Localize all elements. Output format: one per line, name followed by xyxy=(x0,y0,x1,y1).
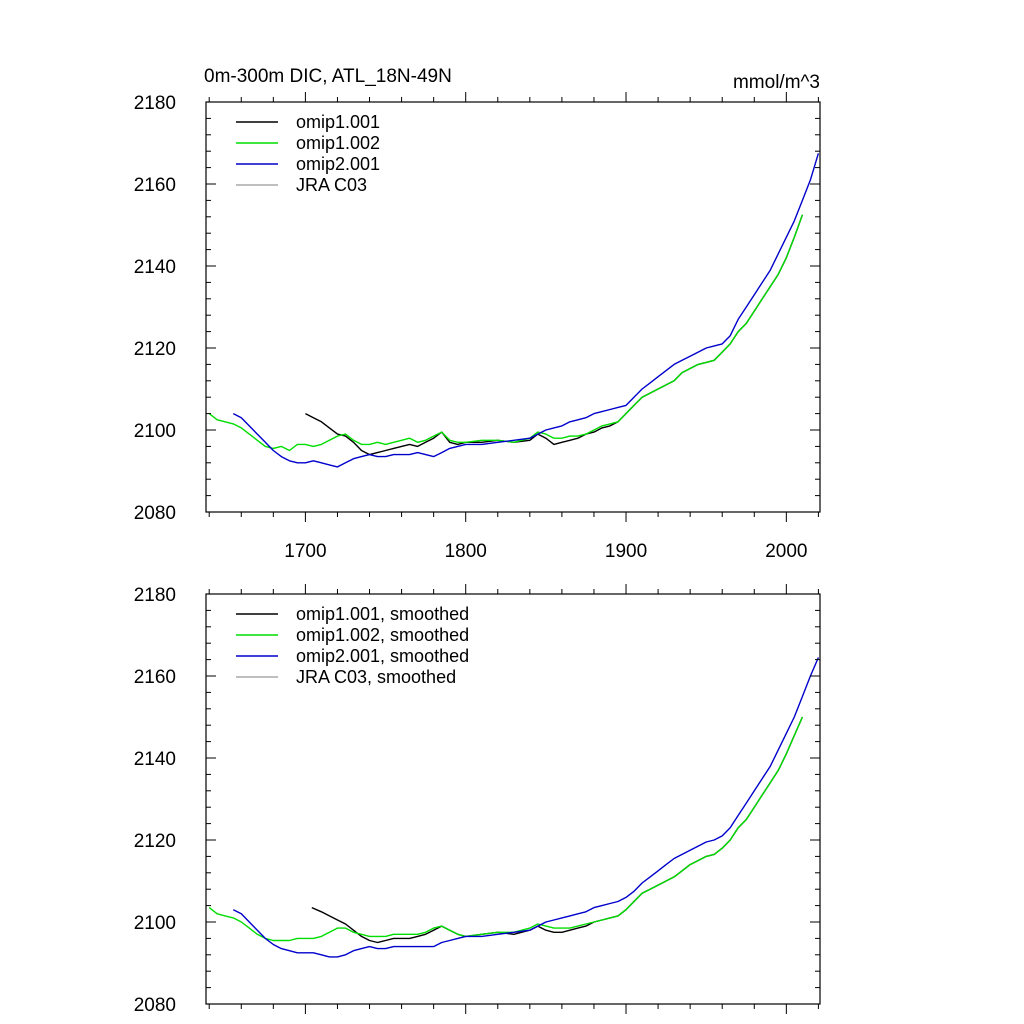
plot-frame xyxy=(205,593,821,1005)
chart-title: 0m-300m DIC, ATL_18N-49N xyxy=(204,66,452,87)
legend-label: omip1.001 xyxy=(296,112,380,132)
y-tick-label: 2180 xyxy=(134,585,176,606)
legend-label: omip1.002, smoothed xyxy=(296,625,469,645)
legend-label: omip2.001, smoothed xyxy=(296,646,469,666)
legend-label: JRA C03 xyxy=(296,175,367,195)
bottom-panel: 2080 2100 2120 2140 2160 2180 omip1.001, smoo… xyxy=(134,584,821,1016)
series-layer xyxy=(208,153,820,468)
y-tick-label: 2080 xyxy=(134,503,176,524)
legend-label: omip1.001, smoothed xyxy=(296,604,469,624)
y-tick-label: 2160 xyxy=(134,667,176,688)
y-tick-label: 2080 xyxy=(134,995,176,1016)
x-tick-label: 2000 xyxy=(765,541,807,562)
series-line-omip1-002-smoothed xyxy=(208,716,804,942)
series-line-omip2-001-smoothed xyxy=(232,657,820,958)
ticks-layer: 2080 2100 2120 2140 2160 2180 1700 1800 1900 2000 xyxy=(134,92,820,562)
ticks-layer: 2080 2100 2120 2140 2160 2180 xyxy=(134,584,820,1016)
x-tick-label: 1900 xyxy=(605,541,647,562)
plot-frame xyxy=(205,101,821,513)
units-label: mmol/m^3 xyxy=(733,72,820,93)
legend-label: JRA C03, smoothed xyxy=(296,667,456,687)
y-tick-label: 2120 xyxy=(134,339,176,360)
x-tick-label: 1700 xyxy=(284,541,326,562)
y-tick-label: 2160 xyxy=(134,175,176,196)
y-tick-label: 2100 xyxy=(134,913,176,934)
legend-label: omip1.002 xyxy=(296,133,380,153)
top-panel: 0m-300m DIC, ATL_18N-49N mmol/m^3 2080 21… xyxy=(134,66,821,562)
y-tick-label: 2120 xyxy=(134,831,176,852)
legend-label: omip2.001 xyxy=(296,154,380,174)
y-tick-label: 2180 xyxy=(134,93,176,114)
y-tick-label: 2100 xyxy=(134,421,176,442)
x-tick-label: 1800 xyxy=(445,541,487,562)
y-tick-label: 2140 xyxy=(134,257,176,278)
series-line-omip1-002 xyxy=(208,214,804,452)
series-layer xyxy=(208,657,820,958)
series-line-omip1-001 xyxy=(305,214,804,456)
series-line-omip2-001 xyxy=(232,153,820,468)
y-tick-label: 2140 xyxy=(134,749,176,770)
